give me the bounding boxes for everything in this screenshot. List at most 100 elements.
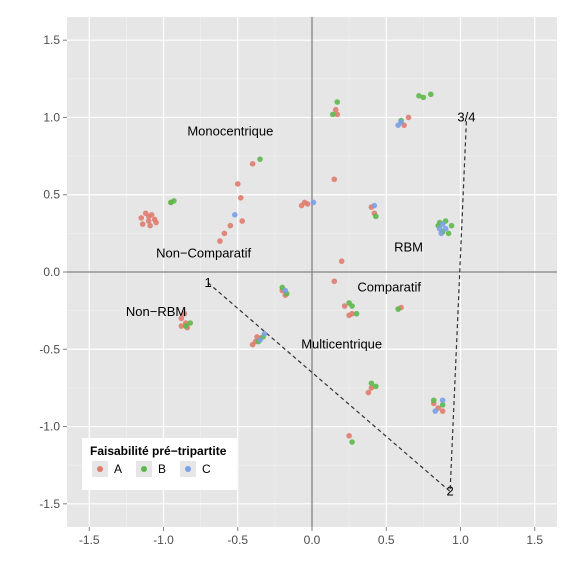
annotation-label: 1 — [204, 275, 211, 290]
y-axis: -1.5 -1.0 -0.5 0.0 0.5 1.0 1.5 — [39, 33, 67, 511]
point-a — [139, 221, 146, 227]
point-b — [373, 213, 379, 220]
x-tick-label: 1.5 — [526, 533, 543, 547]
point-a — [249, 161, 256, 167]
x-tick-label: 1.0 — [452, 533, 469, 547]
legend-key-c — [185, 466, 191, 472]
y-tick-label: 0.0 — [43, 265, 60, 279]
x-tick-label: -0.5 — [227, 533, 248, 547]
x-tick-label: 0.5 — [378, 533, 395, 547]
point-b — [334, 99, 341, 105]
point-b — [439, 402, 446, 408]
point-b — [329, 111, 336, 118]
annotation-label: Monocentrique — [187, 123, 273, 138]
annotation-label: RBM — [394, 239, 423, 254]
annotation-label: Non−RBM — [126, 304, 186, 319]
legend-items: A B C — [92, 461, 211, 477]
point-a — [153, 219, 159, 226]
point-a — [338, 258, 345, 264]
point-a — [439, 408, 446, 414]
legend-label-c: C — [202, 462, 211, 476]
x-tick-label: -1.0 — [153, 533, 174, 547]
point-a — [346, 433, 352, 439]
point-a — [147, 222, 153, 229]
point-a — [178, 315, 185, 322]
point-c — [436, 225, 443, 232]
point-a — [331, 176, 338, 183]
annotation-label: Non−Comparatif — [156, 245, 251, 260]
point-b — [373, 383, 379, 390]
point-c — [310, 199, 317, 206]
point-b — [368, 380, 375, 387]
point-a — [181, 310, 188, 317]
point-c — [438, 230, 444, 237]
point-a — [138, 215, 145, 221]
point-c — [432, 408, 439, 414]
point-c — [442, 225, 449, 232]
point-a — [178, 323, 185, 329]
point-c — [371, 202, 378, 209]
point-b — [353, 310, 360, 317]
point-b — [257, 156, 263, 162]
point-a — [365, 389, 372, 396]
reference-lines — [67, 17, 557, 527]
point-b — [430, 397, 437, 404]
y-tick-label: -1.5 — [39, 497, 60, 511]
point-c — [282, 287, 289, 294]
point-a — [304, 201, 311, 207]
y-tick-label: 0.5 — [43, 188, 60, 202]
legend-label-b: B — [158, 462, 166, 476]
point-b — [171, 198, 177, 204]
point-a — [334, 111, 341, 118]
point-b — [187, 320, 194, 326]
point-b — [395, 306, 401, 312]
point-a — [234, 181, 241, 187]
dashed-polyline — [207, 120, 468, 493]
x-tick-label: -1.5 — [79, 533, 100, 547]
point-a — [341, 303, 348, 309]
point-b — [349, 439, 355, 445]
point-c — [261, 331, 268, 337]
point-b — [448, 222, 455, 229]
data-points — [138, 91, 455, 445]
y-tick-label: 1.0 — [43, 110, 60, 124]
annotation-label: 2 — [446, 483, 453, 498]
point-a — [405, 114, 412, 121]
annotation-label: Comparatif — [357, 279, 421, 294]
point-a — [346, 312, 352, 319]
point-a — [368, 385, 375, 391]
point-c — [257, 337, 263, 343]
y-tick-label: 1.5 — [43, 33, 60, 47]
point-a — [239, 218, 246, 224]
point-b — [416, 93, 422, 99]
point-c — [439, 397, 446, 404]
x-tick-label: 0.0 — [304, 533, 321, 547]
point-a — [217, 238, 223, 244]
point-a — [221, 230, 228, 237]
legend-key-a — [97, 466, 103, 472]
annotations: Monocentrique Non−Comparatif RBM Comparatif… — [126, 109, 476, 498]
point-c — [439, 221, 446, 227]
point-b — [349, 303, 355, 309]
point-a — [145, 218, 152, 224]
point-a — [249, 341, 256, 348]
point-b — [420, 94, 427, 101]
point-c — [395, 122, 401, 128]
y-tick-label: -0.5 — [39, 342, 60, 356]
point-b — [182, 323, 189, 329]
annotation-label: Multicentrique — [301, 337, 382, 352]
legend-title: Faisabilité pré−tripartite — [90, 444, 227, 458]
point-a — [145, 213, 152, 220]
point-a — [332, 106, 339, 113]
annotation-label: 3/4 — [457, 109, 475, 124]
point-a — [237, 195, 244, 201]
point-b — [427, 91, 434, 98]
point-a — [331, 278, 338, 285]
point-b — [445, 230, 452, 237]
legend-key-b — [141, 466, 147, 472]
x-axis: -1.5 -1.0 -0.5 0.0 0.5 1.0 1.5 — [79, 527, 543, 547]
dashed-path — [207, 120, 468, 493]
legend-label-a: A — [114, 462, 122, 476]
y-tick-label: -1.0 — [39, 420, 60, 434]
